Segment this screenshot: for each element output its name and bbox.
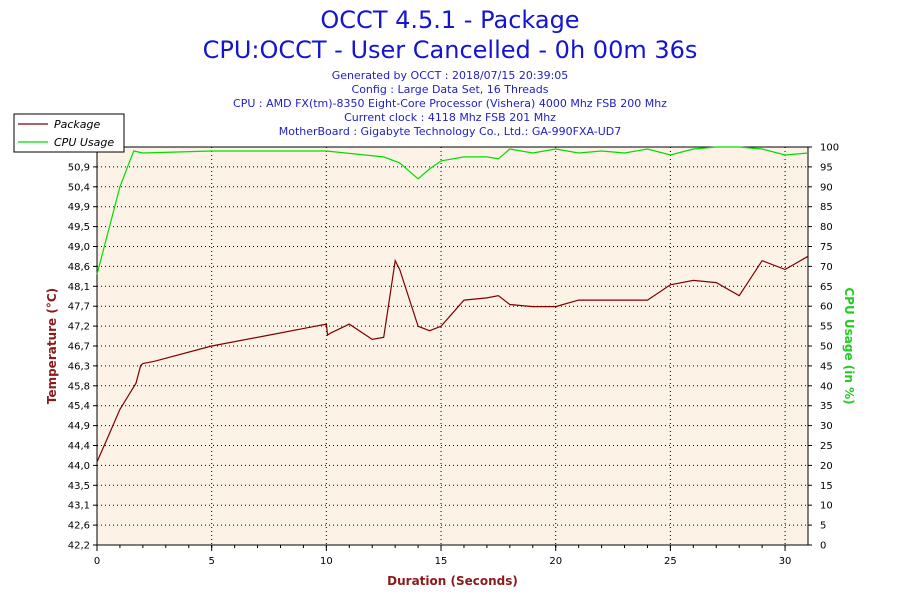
y-right-tick-label: 25 (820, 441, 833, 452)
y-right-tick-label: 100 (820, 143, 839, 154)
y-left-tick-label: 45,4 (68, 401, 90, 412)
y-right-tick-label: 40 (820, 381, 833, 392)
legend-label: CPU Usage (54, 136, 114, 149)
y-right-tick-label: 90 (820, 182, 833, 193)
y-left-tick-label: 48,1 (68, 282, 90, 293)
y-right-tick-label: 80 (820, 222, 833, 233)
x-axis-label: Duration (Seconds) (387, 574, 518, 588)
x-tick-label: 25 (664, 556, 677, 567)
y-left-tick-label: 42,2 (68, 541, 90, 552)
y-left-tick-label: 45,8 (68, 381, 90, 392)
y-right-axis-label: CPU Usage (in %) (842, 287, 856, 404)
clock-info: Current clock : 4118 Mhz FSB 201 Mhz (344, 111, 556, 124)
y-left-tick-label: 49,9 (68, 202, 90, 213)
chart-title: OCCT 4.5.1 - Package (320, 6, 580, 34)
y-right-tick-label: 85 (820, 202, 833, 213)
x-tick-label: 15 (435, 556, 448, 567)
y-left-tick-label: 46,7 (68, 342, 90, 353)
y-left-tick-label: 43,1 (68, 501, 90, 512)
y-left-tick-label: 44,4 (68, 441, 90, 452)
y-right-tick-label: 75 (820, 242, 833, 253)
cpu-usage-series-line (96, 146, 809, 275)
temperature-series-line (96, 255, 809, 463)
y-right-tick-label: 50 (820, 342, 833, 353)
motherboard-info: MotherBoard : Gigabyte Technology Co., L… (278, 125, 622, 138)
y-left-axis-label: Temperature (°C) (45, 288, 59, 404)
y-right-tick-label: 65 (820, 282, 833, 293)
chart-subtitle: CPU:OCCT - User Cancelled - 0h 00m 36s (202, 36, 698, 64)
y-left-tick-label: 42,6 (68, 521, 90, 532)
y-left-tick-label: 48,6 (68, 262, 90, 273)
y-right-tick-label: 45 (820, 361, 833, 372)
y-right-tick-label: 10 (820, 501, 833, 512)
y-right-tick-label: 20 (820, 461, 833, 472)
y-right-tick-label: 70 (820, 262, 833, 273)
y-right-tick-label: 15 (820, 481, 833, 492)
y-right-tick-label: 0 (820, 541, 826, 552)
y-left-tick-label: 43,5 (68, 481, 90, 492)
y-right-tick-label: 55 (820, 322, 833, 333)
y-left-tick-label: 49,5 (68, 222, 90, 233)
x-tick-label: 0 (94, 556, 100, 567)
plot-border (96, 146, 809, 546)
y-right-tick-label: 5 (820, 521, 826, 532)
x-tick-label: 10 (320, 556, 333, 567)
y-left-tick-label: 44,9 (68, 421, 90, 432)
generated-info: Generated by OCCT : 2018/07/15 20:39:05 (331, 69, 569, 82)
config-info: Config : Large Data Set, 16 Threads (351, 83, 549, 96)
y-left-tick-label: 47,2 (68, 322, 90, 333)
y-right-tick-label: 30 (820, 421, 833, 432)
x-tick-label: 30 (779, 556, 792, 567)
y-left-tick-label: 50,9 (68, 162, 90, 173)
y-right-tick-label: 60 (820, 302, 833, 313)
y-left-tick-label: 44,0 (68, 461, 90, 472)
cpu-info: CPU : AMD FX(tm)-8350 Eight-Core Process… (233, 97, 667, 110)
x-tick-label: 5 (208, 556, 214, 567)
legend-label: Package (54, 118, 101, 131)
y-left-tick-label: 47,7 (68, 302, 90, 313)
x-tick-label: 20 (549, 556, 562, 567)
y-left-tick-label: 46,3 (68, 361, 90, 372)
y-right-tick-label: 95 (820, 162, 833, 173)
y-left-tick-label: 49,0 (68, 242, 90, 253)
y-right-tick-label: 35 (820, 401, 833, 412)
y-left-tick-label: 50,4 (68, 182, 90, 193)
legend-box (13, 113, 125, 153)
